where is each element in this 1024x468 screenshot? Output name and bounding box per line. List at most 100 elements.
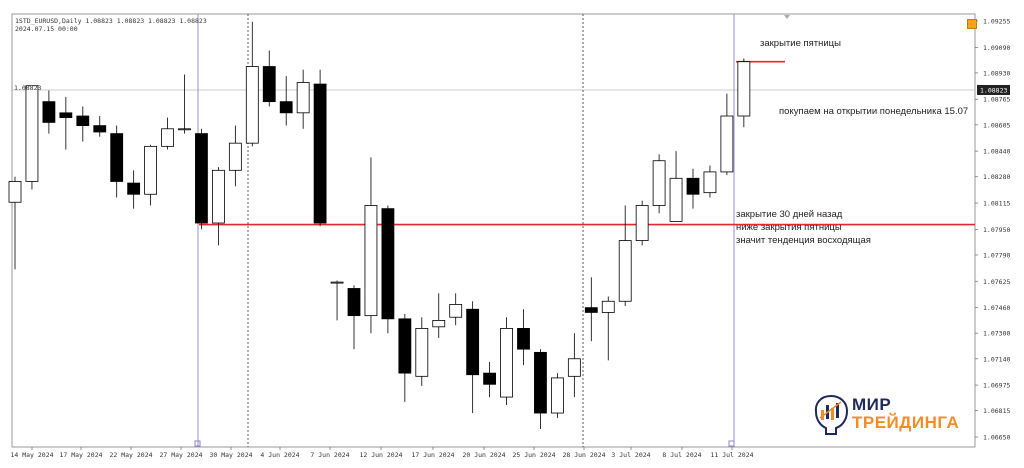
candle[interactable] [381, 205, 395, 334]
candle-body [381, 208, 395, 320]
candle-body [584, 307, 598, 313]
candle[interactable] [500, 317, 513, 406]
period-end-marker-icon[interactable] [728, 440, 735, 447]
candle[interactable] [635, 200, 649, 246]
candle[interactable] [330, 280, 344, 321]
candle-body [313, 83, 327, 224]
candle-body [211, 169, 225, 224]
candle[interactable] [195, 128, 208, 230]
scroll-marker-icon[interactable] [784, 15, 790, 19]
candle-body [279, 101, 293, 114]
candle[interactable] [25, 85, 39, 190]
annotation-close-30-days: закрытие 30 дней назад [736, 209, 843, 220]
candle-body [347, 288, 361, 317]
chart-header-datetime: 2024.07.15 00:00 [15, 25, 78, 33]
x-tick-label: 4 Jun 2024 [260, 451, 299, 459]
candle[interactable] [652, 154, 666, 214]
candle[interactable] [42, 90, 56, 134]
candle-body [500, 328, 513, 398]
candle[interactable] [110, 125, 124, 198]
candle[interactable] [93, 116, 107, 137]
logo-line2: ТРЕЙДИНГА [852, 413, 960, 432]
y-tick-label: 1.09255 [983, 18, 1010, 26]
x-tick-label: 28 Jun 2024 [562, 451, 605, 459]
annotation-below-friday: ниже закрытия пятницы [736, 222, 842, 233]
candle-body [703, 171, 717, 194]
candle[interactable] [686, 168, 700, 209]
candle[interactable] [415, 317, 429, 386]
candle[interactable] [262, 50, 276, 107]
candle[interactable] [279, 76, 293, 126]
candle[interactable] [551, 373, 564, 418]
mir-treydinga-logo: МИР ТРЕЙДИНГА [812, 392, 982, 440]
candle[interactable] [534, 349, 547, 430]
candle-body [551, 377, 564, 414]
x-tick-label: 7 Jun 2024 [310, 451, 349, 459]
left-price-label: 1.08823 [14, 84, 42, 92]
candle[interactable] [449, 293, 463, 326]
candle[interactable] [127, 170, 141, 209]
candle-body [42, 101, 56, 123]
candle[interactable] [483, 361, 497, 398]
candle-body [432, 320, 446, 328]
y-tick-label: 1.08280 [983, 173, 1010, 181]
y-tick-label: 1.07950 [983, 226, 1010, 234]
candle[interactable] [669, 151, 683, 222]
candle[interactable] [296, 69, 310, 129]
candle-body [415, 328, 429, 377]
candle[interactable] [398, 314, 412, 402]
annotation-uptrend: значит тенденция восходящая [736, 235, 871, 246]
candle[interactable] [347, 285, 361, 350]
y-tick-label: 1.08440 [983, 148, 1010, 156]
candle-body [76, 115, 90, 126]
candle[interactable] [584, 277, 598, 342]
chart-settings-icon[interactable] [967, 19, 977, 29]
y-tick-label: 1.07790 [983, 251, 1010, 259]
candle[interactable] [161, 117, 174, 150]
candle-body [567, 358, 581, 377]
candle-body [364, 205, 378, 317]
candle-body [8, 181, 22, 203]
candle[interactable] [432, 293, 446, 338]
current-price-box [977, 84, 1010, 95]
candle[interactable] [601, 296, 615, 361]
candle[interactable] [618, 205, 632, 307]
candle[interactable] [178, 74, 191, 134]
candle[interactable] [720, 93, 734, 176]
candle[interactable] [228, 125, 242, 187]
candle[interactable] [517, 309, 530, 366]
y-tick-label: 1.06975 [983, 382, 1010, 390]
candle-body [228, 142, 242, 171]
candle-body [483, 372, 497, 385]
x-tick-label: 17 May 2024 [59, 451, 102, 459]
x-tick-label: 14 May 2024 [10, 451, 53, 459]
candle-body [262, 66, 276, 103]
y-tick-label: 1.07300 [983, 330, 1010, 338]
y-tick-label: 1.09090 [983, 44, 1010, 52]
candle-body [534, 351, 547, 414]
y-tick-label: 1.07460 [983, 304, 1010, 312]
y-tick-label: 1.08930 [983, 69, 1010, 77]
candle-body [652, 160, 666, 206]
candle-body [720, 115, 734, 173]
candle[interactable] [313, 69, 327, 227]
candle[interactable] [703, 165, 717, 198]
candle[interactable] [59, 96, 73, 150]
candle[interactable] [364, 157, 378, 334]
period-start-marker-icon[interactable] [194, 440, 201, 447]
candle[interactable] [8, 176, 22, 270]
candle-body [144, 145, 158, 195]
candle[interactable] [211, 167, 225, 246]
x-tick-label: 12 Jun 2024 [359, 451, 402, 459]
candle[interactable] [466, 301, 480, 414]
candle-body [635, 205, 649, 241]
candle[interactable] [567, 333, 581, 398]
candle-body [449, 304, 463, 318]
candle[interactable] [245, 21, 259, 147]
candle[interactable] [144, 144, 158, 206]
candle[interactable] [76, 106, 90, 142]
candle-body [669, 177, 683, 222]
x-tick-label: 11 Jul 2024 [710, 451, 753, 459]
candle[interactable] [737, 58, 751, 128]
